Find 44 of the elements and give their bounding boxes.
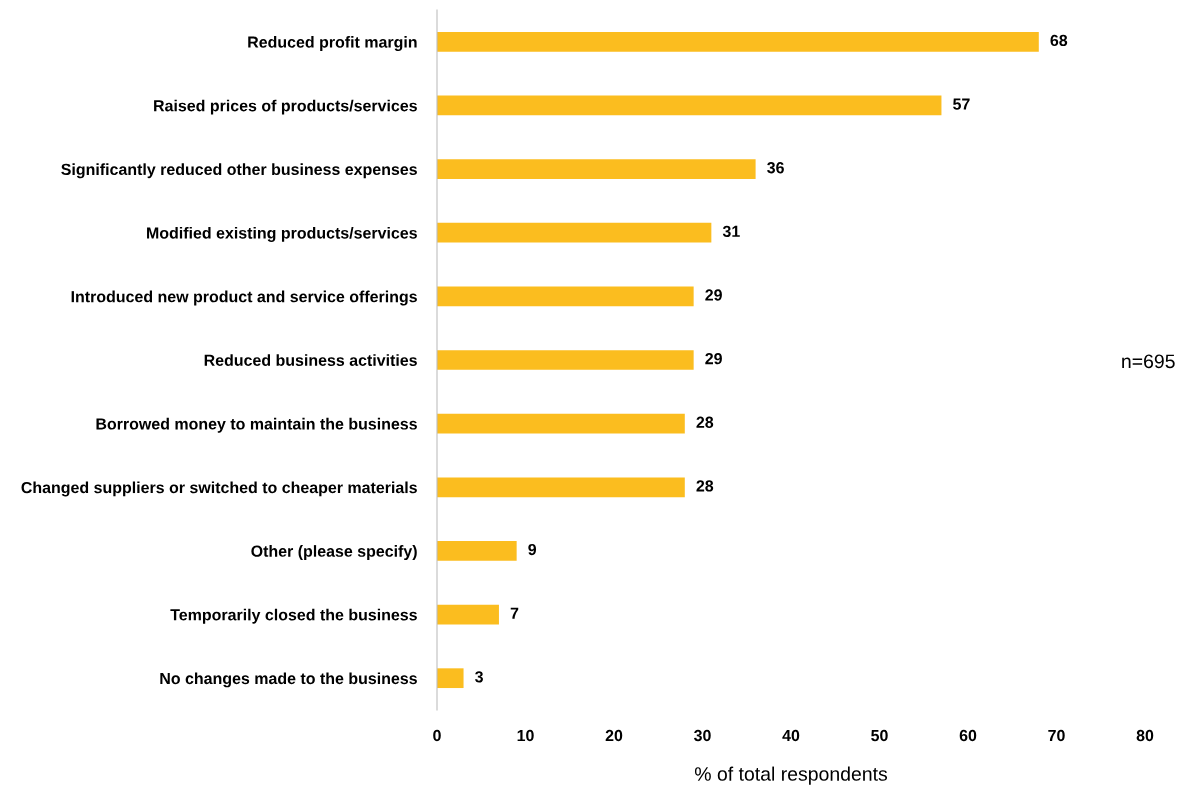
bar bbox=[437, 286, 694, 307]
data-label: 57 bbox=[953, 98, 970, 110]
data-label: 36 bbox=[767, 162, 784, 174]
bar bbox=[437, 413, 685, 434]
y-tick-label: Reduced profit margin bbox=[248, 36, 417, 51]
data-label: 7 bbox=[510, 607, 519, 619]
x-tick-label: 40 bbox=[782, 729, 800, 742]
bar bbox=[437, 604, 499, 625]
y-tick-label: Raised prices of products/services bbox=[154, 99, 417, 115]
bar bbox=[437, 350, 694, 370]
x-tick-label: 10 bbox=[517, 729, 534, 742]
y-tick-label: Changed suppliers or switched to cheaper materials bbox=[21, 481, 417, 497]
bar bbox=[437, 95, 942, 116]
x-tick-label: 20 bbox=[605, 729, 623, 742]
bar bbox=[437, 31, 1039, 52]
data-label: 68 bbox=[1050, 34, 1068, 47]
y-tick-label: No changes made to the business bbox=[160, 672, 417, 688]
bar bbox=[437, 159, 756, 179]
data-label: 31 bbox=[722, 225, 740, 238]
y-tick-label: Introduced new product and service offerings bbox=[71, 290, 417, 306]
data-label: 28 bbox=[696, 480, 714, 492]
bar bbox=[437, 668, 464, 689]
bar bbox=[437, 477, 685, 498]
y-tick-label: Temporarily closed the business bbox=[170, 608, 417, 624]
bar bbox=[437, 541, 517, 561]
annotation: n=695 bbox=[1122, 354, 1175, 369]
x-axis-title: % of total respondents bbox=[694, 766, 888, 785]
data-label: 28 bbox=[696, 416, 714, 428]
data-label: 3 bbox=[475, 671, 483, 683]
x-tick-label: 50 bbox=[871, 729, 888, 742]
y-tick-label: Borrowed money to maintain the business bbox=[96, 417, 417, 433]
x-tick-label: 60 bbox=[959, 729, 977, 742]
data-label: 9 bbox=[528, 543, 537, 556]
x-tick-label: 0 bbox=[433, 729, 441, 742]
x-tick-label: 30 bbox=[693, 729, 711, 742]
x-tick-label: 70 bbox=[1048, 729, 1065, 742]
data-label: 29 bbox=[705, 352, 722, 365]
x-tick-label: 80 bbox=[1136, 729, 1154, 742]
bar bbox=[437, 222, 712, 243]
data-label: 29 bbox=[705, 289, 722, 301]
y-tick-label: Other (please specify) bbox=[251, 545, 417, 561]
y-tick-label: Significantly reduced other business expenses bbox=[61, 163, 417, 179]
y-tick-label: Reduced business activities bbox=[204, 354, 417, 366]
y-tick-label: Modified existing products/services bbox=[147, 226, 417, 242]
